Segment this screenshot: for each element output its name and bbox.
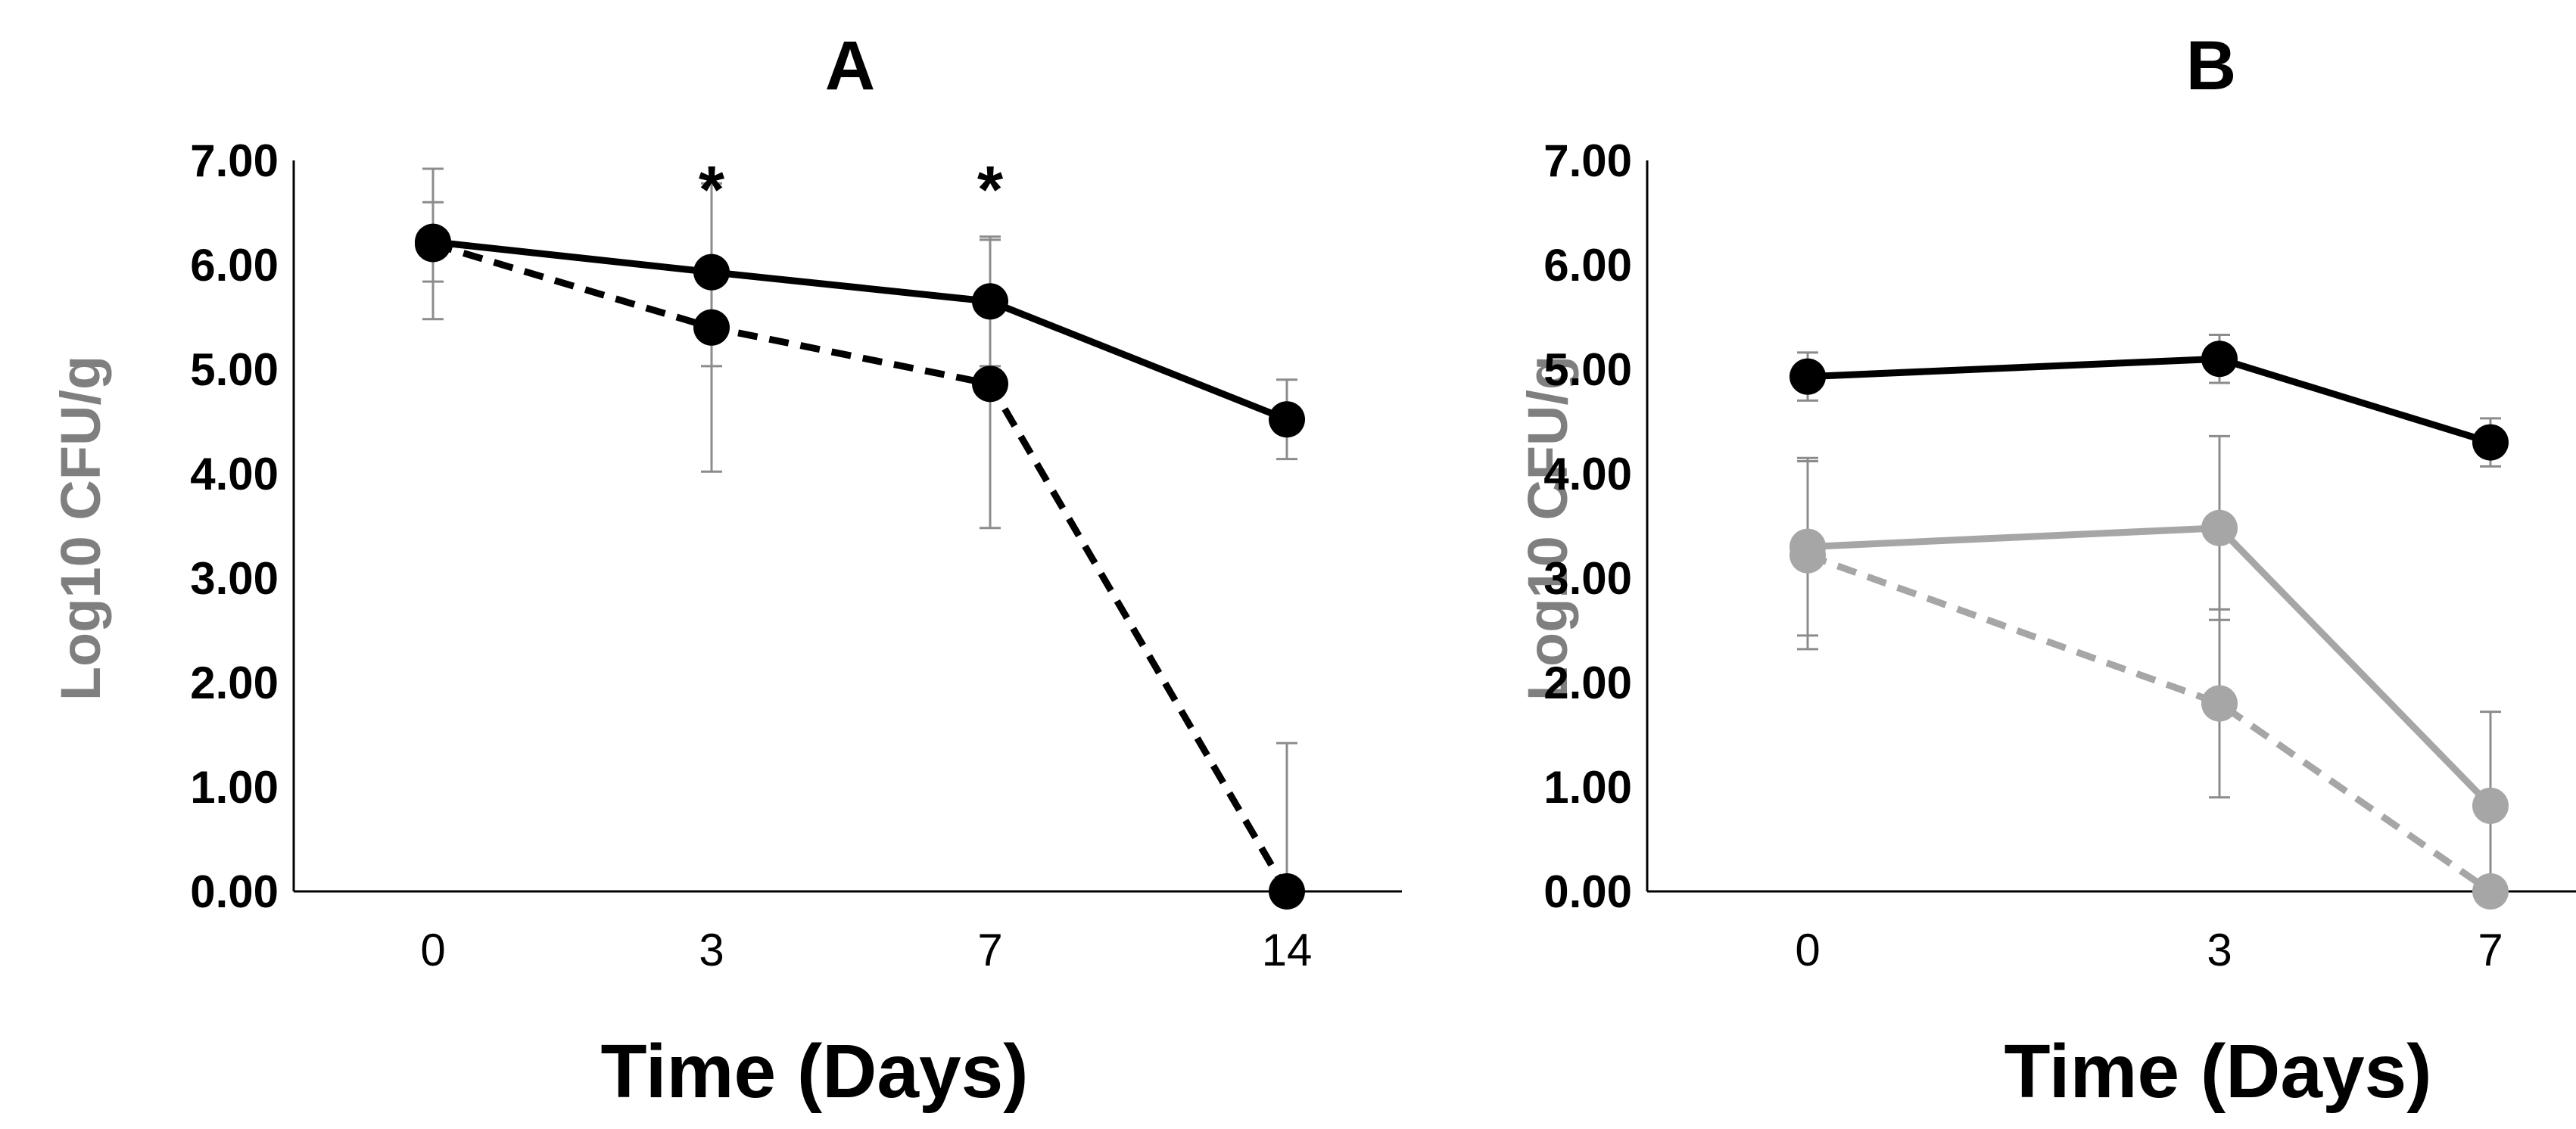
- panel-b-y-tick-label: 5.00: [1543, 344, 1632, 395]
- panel-b-x-tick-label: 3: [2207, 925, 2232, 975]
- panel-b-y-tick-label: 4.00: [1543, 449, 1632, 499]
- panel-b-x-tick-label: 0: [1795, 925, 1820, 975]
- panel-a-y-tick-label: 5.00: [190, 344, 279, 395]
- panel-a-data-point: [972, 365, 1008, 403]
- panel-a-y-tick-label: 0.00: [190, 866, 279, 917]
- panel-b-series-line-dashed-gray: [1806, 552, 2493, 894]
- panel-b-y-tick-label: 6.00: [1543, 240, 1632, 291]
- panel-a-data-point: [1269, 401, 1305, 438]
- panel-b-x-tick-label: 7: [2478, 925, 2503, 975]
- panel-a-significance-marker: *: [977, 152, 1004, 227]
- panel-a-x-tick-label: 3: [699, 925, 724, 975]
- panel-a-axes: 0.00 1.00 2.00 3.00 4.00 5.00 6.00 7.00 0 3 7 14: [190, 135, 1402, 975]
- panel-a-x-tick-label: 0: [420, 925, 445, 975]
- panel-b-error-bars: [1797, 333, 2501, 893]
- panel-a-data-point: [972, 283, 1008, 320]
- panel-b-data-point: [2201, 341, 2238, 378]
- panel-b-data-point: [2472, 424, 2509, 461]
- panel-a-y-tick-label: 7.00: [190, 135, 279, 186]
- panel-a: A Log10 CFU/g Time (Days) 0.00 1.00 2.00 3.…: [49, 27, 1402, 1114]
- panel-a-series-line-solid-black: [432, 238, 1288, 423]
- panel-a-title: A: [825, 27, 875, 104]
- panel-b-y-tick-label: 2.00: [1543, 658, 1632, 708]
- panel-a-annotations: * *: [699, 152, 1004, 227]
- panel-a-y-tick-label: 4.00: [190, 449, 279, 499]
- panel-b-series-lines: [1806, 355, 2493, 894]
- panel-b-axes: 0.00 1.00 2.00 3.00 4.00 5.00 6.00 7.00 0 3 7: [1543, 135, 2576, 975]
- panel-b-y-tick-label: 3.00: [1543, 553, 1632, 604]
- panel-b-data-point: [1789, 537, 1826, 574]
- panel-a-significance-marker: *: [699, 152, 725, 227]
- panel-b: B Log10 CFU/g Time (Days) 0.00 1.00 2.00 3.…: [1516, 27, 2576, 1114]
- panel-a-data-point: [1269, 873, 1305, 910]
- panel-b-data-point: [2201, 509, 2238, 546]
- panel-b-y-axis-label: Log10 CFU/g: [1516, 356, 1579, 701]
- panel-a-series-lines: [431, 238, 1290, 894]
- panel-a-data-point: [415, 225, 451, 263]
- panel-a-y-tick-label: 3.00: [190, 553, 279, 604]
- panel-b-data-point: [1789, 358, 1826, 395]
- panel-b-data-point: [2472, 873, 2509, 910]
- panel-a-x-tick-label: 7: [977, 925, 1002, 975]
- panel-b-title: B: [2186, 27, 2236, 104]
- panel-a-y-tick-label: 6.00: [190, 240, 279, 291]
- panel-b-y-tick-label: 0.00: [1543, 866, 1632, 917]
- panel-a-x-axis-label: Time (Days): [600, 1029, 1028, 1114]
- panel-a-series-line-dashed-black: [431, 241, 1290, 894]
- panel-b-data-points: [1789, 341, 2509, 910]
- panel-a-y-tick-label: 1.00: [190, 762, 279, 813]
- panel-b-y-tick-label: 1.00: [1543, 762, 1632, 813]
- panel-a-data-point: [693, 309, 730, 346]
- panel-a-error-bars: [422, 167, 1297, 893]
- panel-a-data-points: [415, 223, 1305, 910]
- panel-a-x-tick-label: 14: [1262, 925, 1313, 975]
- panel-a-data-point: [693, 253, 730, 291]
- panel-b-x-axis-label: Time (Days): [2004, 1029, 2431, 1114]
- panel-b-series-line-solid-gray: [1807, 524, 2493, 808]
- panel-b-series-line-solid-black: [1807, 355, 2492, 446]
- panel-a-y-axis-label: Log10 CFU/g: [49, 356, 112, 701]
- panel-a-y-tick-label: 2.00: [190, 658, 279, 708]
- panel-b-y-tick-label: 7.00: [1543, 135, 1632, 186]
- panel-b-data-point: [2472, 787, 2509, 824]
- panel-b-data-point: [2201, 685, 2238, 722]
